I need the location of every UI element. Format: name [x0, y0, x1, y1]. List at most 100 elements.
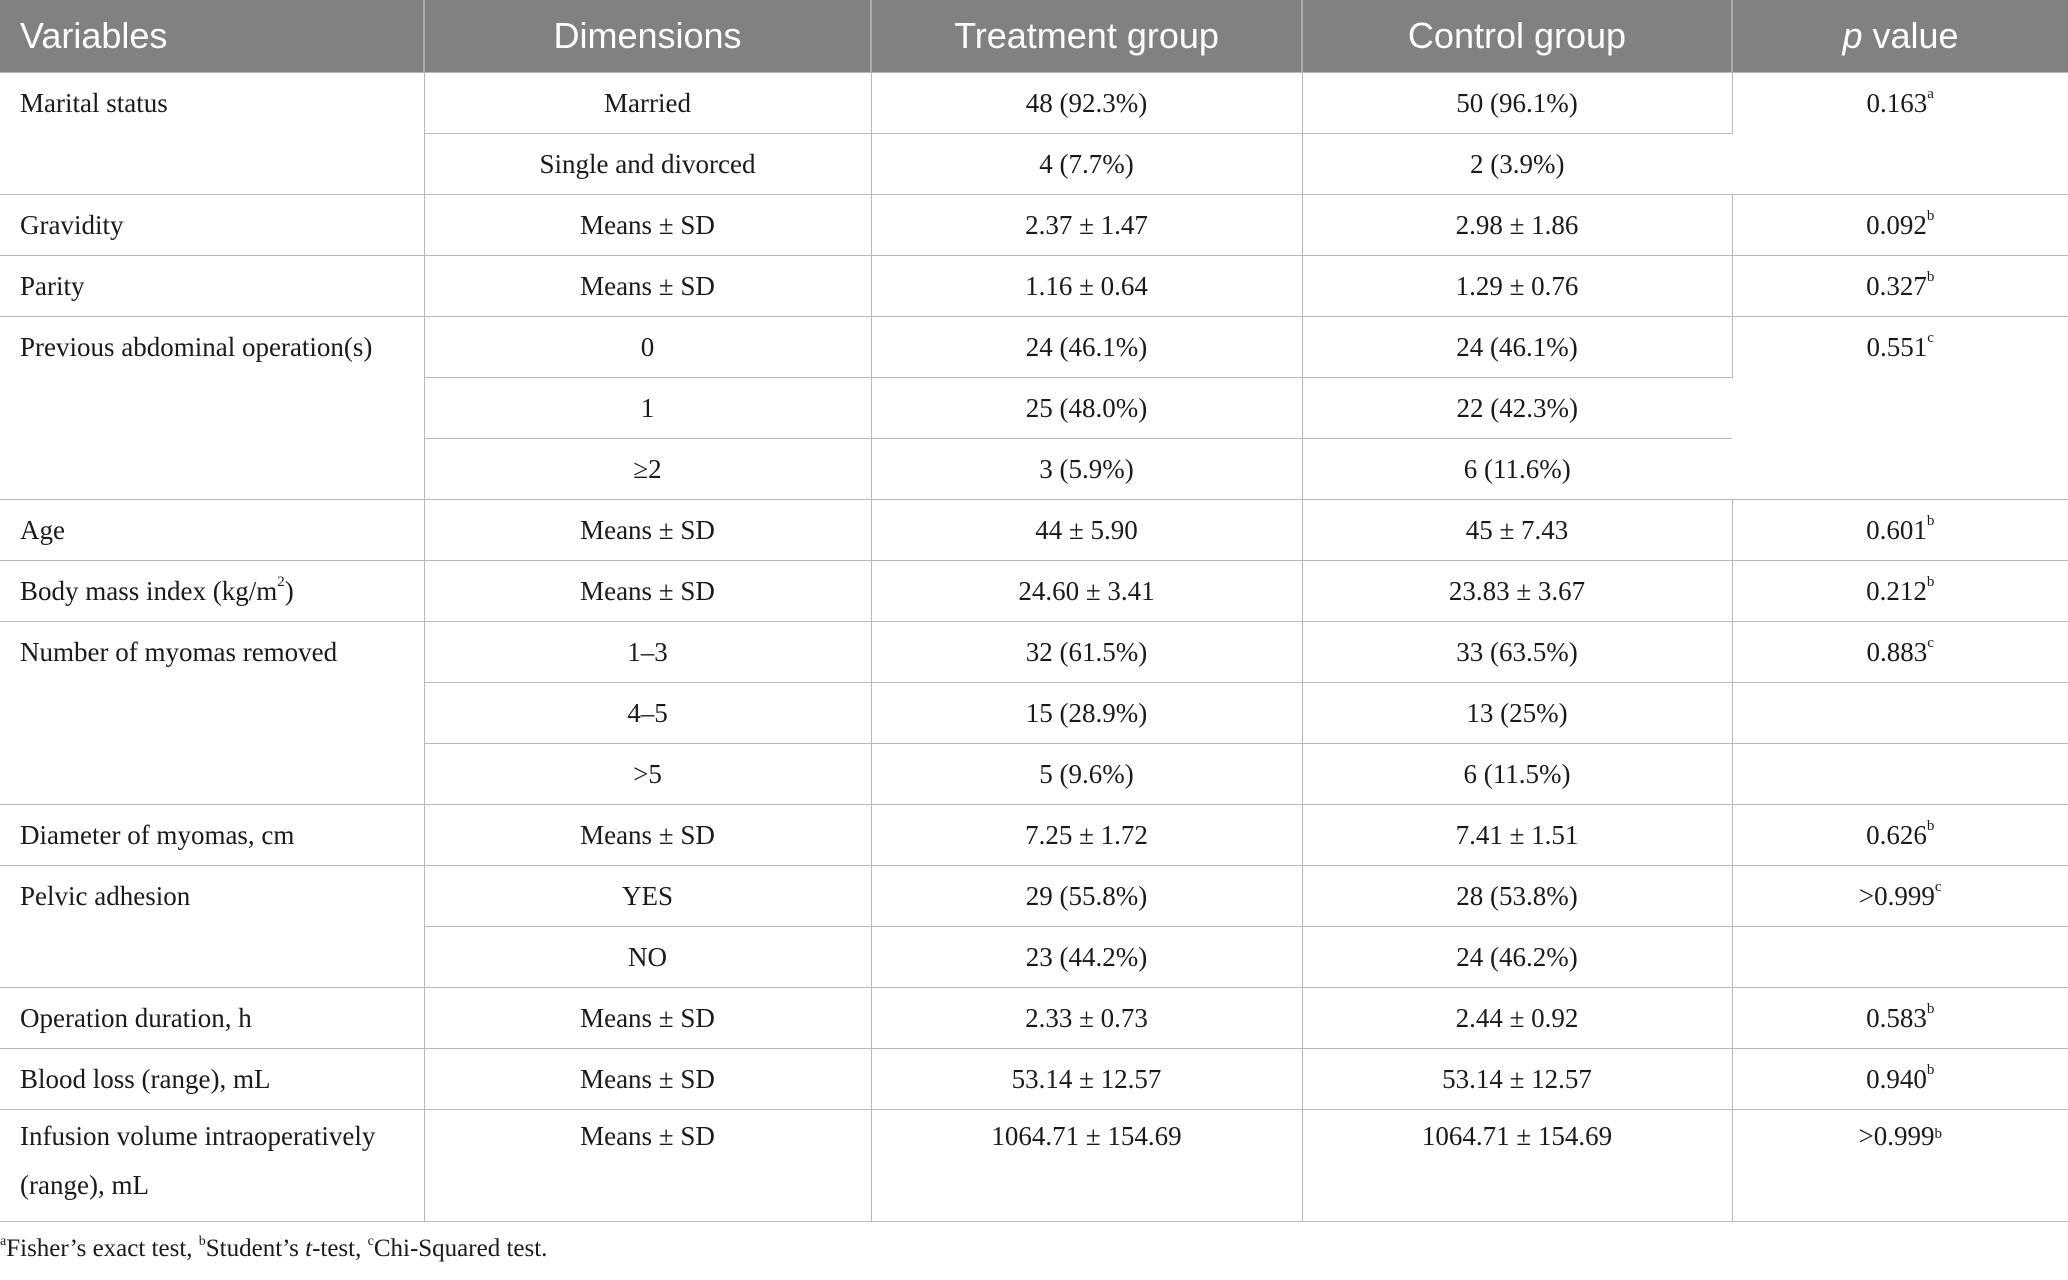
- p-value-text: 0.583: [1866, 1003, 1927, 1033]
- cell-p-value: 0.883c: [1732, 621, 2068, 683]
- cell-control: 33 (63.5%): [1302, 621, 1733, 683]
- footnote-mark-a: a: [0, 1234, 7, 1249]
- cell-p-value: 0.092b: [1732, 194, 2068, 256]
- table-row: Age Means ± SD 44 ± 5.90 45 ± 7.43 0.601…: [0, 499, 2068, 561]
- p-value-footnote-mark: b: [1926, 513, 1935, 529]
- table-row: Previous abdominal operation(s) 0 24 (46…: [0, 316, 2068, 500]
- p-value-text: >0.999: [1858, 881, 1935, 911]
- cell-control: 6 (11.6%): [1302, 438, 1732, 500]
- p-value-footnote-mark: b: [1926, 818, 1935, 834]
- bmi-label-sup: 2: [277, 574, 285, 590]
- table-row: 1 25 (48.0%) 22 (42.3%): [0, 377, 2068, 439]
- cell-control: 24 (46.1%): [1302, 316, 1733, 378]
- p-value-footnote-mark: b: [1926, 1001, 1935, 1017]
- cell-treatment: 29 (55.8%): [871, 865, 1303, 927]
- cell-p-value-empty: [1732, 682, 2068, 744]
- table-container: Variables Dimensions Treatment group Con…: [0, 0, 2068, 1222]
- p-value-footnote-mark: b: [1934, 1126, 1942, 1142]
- table-row: Single and divorced 4 (7.7%) 2 (3.9%): [0, 133, 2068, 195]
- table-row: Gravidity Means ± SD 2.37 ± 1.47 2.98 ± …: [0, 194, 2068, 256]
- cell-dimension: Means ± SD: [424, 804, 872, 866]
- table-row: 4–5 15 (28.9%) 13 (25%): [0, 682, 2068, 744]
- cell-dimension: >5: [424, 743, 872, 805]
- header-p-rest: value: [1862, 15, 1959, 56]
- cell-treatment: 25 (48.0%): [871, 377, 1303, 439]
- table-row: >5 5 (9.6%) 6 (11.5%): [0, 743, 2068, 805]
- cell-control: 24 (46.2%): [1302, 926, 1733, 988]
- cell-treatment: 4 (7.7%): [871, 133, 1303, 195]
- p-value-footnote-mark: c: [1927, 330, 1934, 346]
- row-label-body-mass-index: Body mass index (kg/m2): [0, 560, 425, 622]
- cell-p-value: 0.163a: [1732, 72, 2068, 195]
- cell-dimension: Means ± SD: [424, 499, 872, 561]
- cell-p-value-empty: [1732, 743, 2068, 805]
- cell-control: 2.98 ± 1.86: [1302, 194, 1733, 256]
- table-row: Pelvic adhesion YES 29 (55.8%) 28 (53.8%…: [0, 865, 2068, 988]
- p-value-footnote-mark: b: [1926, 1062, 1935, 1078]
- row-label-blood-loss: Blood loss (range), mL: [0, 1048, 425, 1110]
- cell-dimension: Means ± SD: [424, 1048, 872, 1110]
- footnote-mark-b: b: [198, 1234, 206, 1249]
- cell-dimension: NO: [424, 926, 872, 988]
- infusion-label-line2: (range), mL: [20, 1170, 149, 1200]
- header-p-italic: p: [1842, 15, 1863, 56]
- cell-treatment: 7.25 ± 1.72: [871, 804, 1303, 866]
- cell-dimension: Means ± SD: [424, 194, 872, 256]
- cell-p-value: >0.999b: [1732, 1109, 2068, 1222]
- p-value-text: 0.551: [1866, 332, 1928, 362]
- cell-dimension: Single and divorced: [424, 133, 872, 195]
- p-value-text: 0.883: [1866, 637, 1928, 667]
- cell-treatment: 32 (61.5%): [871, 621, 1303, 683]
- footnote-b-text-post: -test,: [312, 1235, 368, 1262]
- p-value-text: 0.940: [1866, 1064, 1927, 1094]
- cell-treatment: 3 (5.9%): [871, 438, 1303, 500]
- p-value-text: 0.626: [1866, 820, 1927, 850]
- cell-p-value: 0.212b: [1732, 560, 2068, 622]
- cell-treatment: 15 (28.9%): [871, 682, 1303, 744]
- cell-dimension: 1–3: [424, 621, 872, 683]
- p-value-text: 0.212: [1866, 576, 1927, 606]
- row-label-operation-duration: Operation duration, h: [0, 987, 425, 1049]
- row-label-gravidity: Gravidity: [0, 194, 425, 256]
- cell-p-value: 0.601b: [1732, 499, 2068, 561]
- cell-treatment: 24.60 ± 3.41: [871, 560, 1303, 622]
- row-label-previous-abdominal-operations: Previous abdominal operation(s): [0, 316, 425, 500]
- cell-treatment: 1064.71 ± 154.69: [871, 1109, 1303, 1222]
- data-table: Variables Dimensions Treatment group Con…: [0, 0, 2068, 1222]
- p-value-footnote-mark: c: [1934, 879, 1942, 895]
- cell-p-value: 0.626b: [1732, 804, 2068, 866]
- table-row: Marital status Married 48 (92.3%) 50 (96…: [0, 72, 2068, 195]
- cell-dimension: Married: [424, 72, 872, 134]
- table-row: Operation duration, h Means ± SD 2.33 ± …: [0, 987, 2068, 1049]
- footnote-b-text-pre: Student’s: [205, 1235, 306, 1262]
- cell-control: 1.29 ± 0.76: [1302, 255, 1733, 317]
- cell-treatment: 48 (92.3%): [871, 72, 1303, 134]
- cell-treatment: 24 (46.1%): [871, 316, 1303, 378]
- p-value-text: 0.163: [1866, 88, 1928, 118]
- p-value-text: 0.092: [1866, 210, 1927, 240]
- cell-control: 22 (42.3%): [1302, 377, 1732, 439]
- row-label-marital-status: Marital status: [0, 72, 425, 195]
- p-value-text: 0.601: [1866, 515, 1927, 545]
- row-label-number-of-myomas: Number of myomas removed: [0, 621, 425, 805]
- cell-p-value: 0.327b: [1732, 255, 2068, 317]
- footnote-mark-c: c: [367, 1234, 374, 1249]
- cell-control: 13 (25%): [1302, 682, 1733, 744]
- row-label-infusion-volume: Infusion volume intraoperatively (range),…: [0, 1109, 425, 1222]
- cell-p-value: >0.999c: [1732, 865, 2068, 927]
- footnote-b-italic: t: [305, 1235, 313, 1262]
- cell-control: 53.14 ± 12.57: [1302, 1048, 1733, 1110]
- cell-control: 2 (3.9%): [1302, 133, 1732, 195]
- cell-control: 28 (53.8%): [1302, 865, 1733, 927]
- cell-treatment: 44 ± 5.90: [871, 499, 1303, 561]
- table-row: Blood loss (range), mL Means ± SD 53.14 …: [0, 1048, 2068, 1110]
- infusion-label-line1: Infusion volume intraoperatively: [20, 1121, 376, 1151]
- cell-treatment: 2.37 ± 1.47: [871, 194, 1303, 256]
- cell-control: 6 (11.5%): [1302, 743, 1733, 805]
- table-row: Number of myomas removed 1–3 32 (61.5%) …: [0, 621, 2068, 805]
- table-row: Parity Means ± SD 1.16 ± 0.64 1.29 ± 0.7…: [0, 255, 2068, 317]
- header-row: Variables Dimensions Treatment group Con…: [0, 0, 2068, 73]
- footnote-c-text: Chi-Squared test.: [373, 1235, 548, 1262]
- header-control-group: Control group: [1302, 0, 1733, 73]
- p-value-text: 0.327: [1866, 271, 1927, 301]
